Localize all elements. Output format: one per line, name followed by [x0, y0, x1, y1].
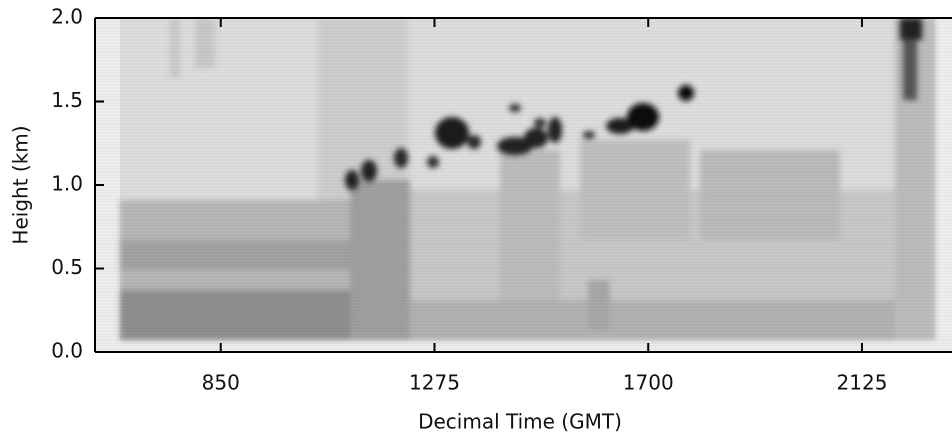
x-axis-title: Decimal Time (GMT)	[418, 410, 622, 434]
y-tick-label: 0.5	[51, 255, 83, 279]
backscatter-image	[95, 18, 952, 352]
y-tick-label: 1.0	[51, 172, 83, 196]
y-tick-label: 1.5	[51, 88, 83, 112]
x-tick-label: 850	[202, 371, 240, 395]
y-tick-label: 2.0	[51, 5, 83, 29]
x-tick-label: 2125	[837, 371, 888, 395]
x-tick-label: 1700	[623, 371, 674, 395]
x-tick-label: 1275	[409, 371, 460, 395]
y-tick-label: 0.0	[51, 339, 83, 363]
y-axis-title: Height (km)	[9, 125, 33, 244]
